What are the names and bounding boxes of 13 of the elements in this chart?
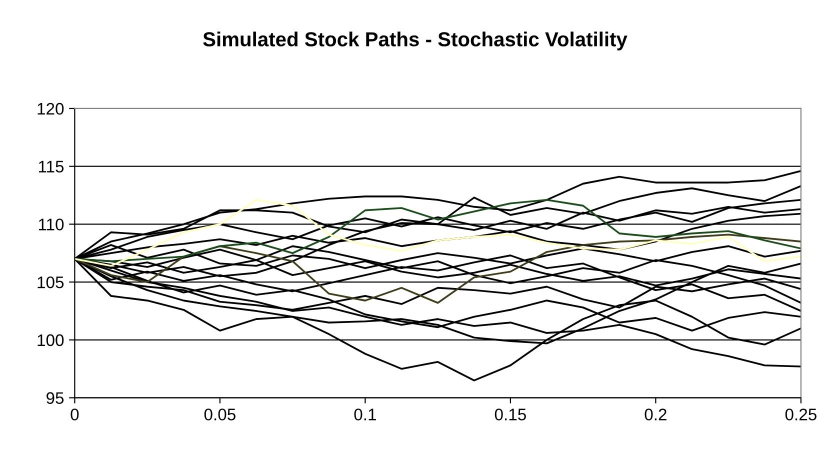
x-tick-label: 0 — [70, 408, 79, 420]
x-tick-label: 0.05 — [204, 408, 236, 420]
x-tick-label: 0.15 — [494, 408, 526, 420]
y-tick-label: 115 — [38, 160, 64, 173]
chart-title: Simulated Stock Paths - Stochastic Volatility — [203, 32, 628, 50]
x-tick-label: 0.2 — [644, 408, 666, 420]
y-tick-label: 120 — [38, 102, 64, 115]
y-tick-label: 105 — [38, 276, 64, 288]
y-tick-label: 100 — [38, 334, 64, 346]
x-tick-label: 0.25 — [785, 408, 816, 420]
y-tick-label: 95 — [46, 392, 64, 404]
y-tick-label: 110 — [38, 218, 64, 230]
x-tick-label: 0.1 — [354, 408, 376, 420]
